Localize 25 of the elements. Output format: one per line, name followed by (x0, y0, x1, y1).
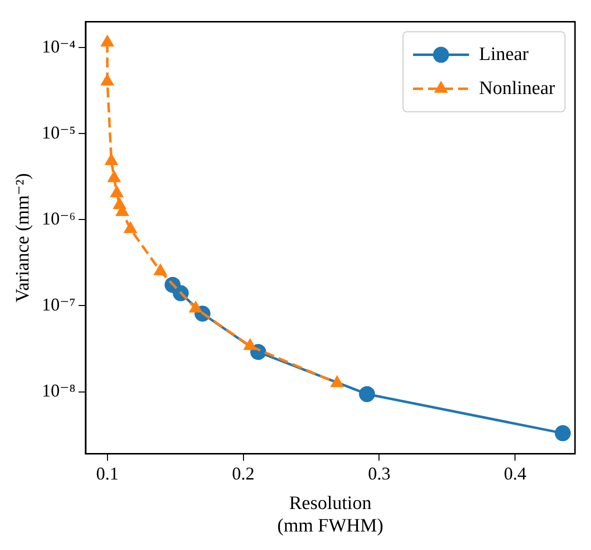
x-axis-title: Resolution (mm FWHM) (277, 492, 384, 537)
point (554, 425, 571, 442)
point (358, 386, 375, 402)
x-tick-label: 0.4 (504, 463, 526, 484)
point (100, 73, 114, 86)
x-tick-label: 0.1 (96, 463, 119, 484)
y-tick-label: 10⁻⁴ (42, 36, 76, 56)
x-tick-label: 0.2 (232, 463, 255, 484)
x-tick-label: 0.3 (368, 463, 390, 484)
y-tick-label: 10⁻⁵ (42, 122, 76, 142)
point (107, 170, 122, 182)
point (330, 375, 344, 388)
point (243, 338, 258, 350)
legend-label: Linear (479, 44, 530, 65)
point (100, 34, 114, 46)
y-tick-label: 10⁻⁷ (42, 294, 76, 314)
point (124, 221, 138, 234)
y-axis-title: Variance (mm⁻²) (12, 173, 34, 302)
legend-label: Nonlinear (479, 78, 556, 99)
point (104, 153, 118, 166)
point (110, 185, 124, 198)
y-tick-label: 10⁻⁶ (42, 208, 76, 228)
y-tick-label: 10⁻⁸ (42, 380, 76, 400)
point (188, 300, 203, 312)
point (153, 263, 168, 276)
